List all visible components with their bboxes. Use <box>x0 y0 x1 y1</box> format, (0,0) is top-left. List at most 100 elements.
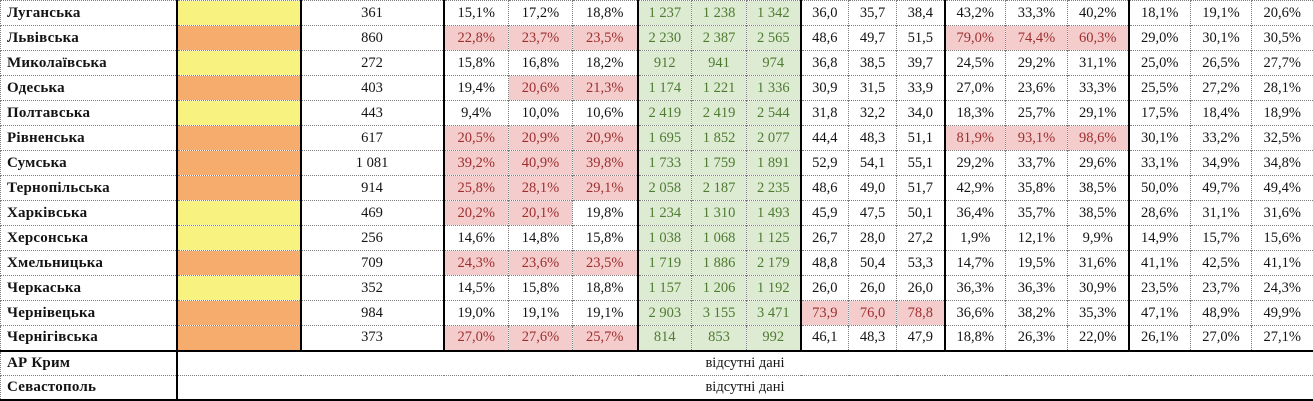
green-value: 2 544 <box>746 100 801 126</box>
green-value: 2 058 <box>636 175 692 201</box>
pct2-value: 93,1% <box>1005 125 1068 151</box>
region-name: Сумська <box>0 150 177 176</box>
pct2-value: 38,5% <box>1067 200 1129 226</box>
pct2-value: 36,3% <box>943 275 1006 301</box>
pct1-value: 19,0% <box>442 300 509 326</box>
dec-value: 47,5 <box>848 200 897 226</box>
region-name: Тернопільська <box>0 175 177 201</box>
green-value: 1 493 <box>746 200 801 226</box>
dec-value: 39,7 <box>896 50 945 76</box>
pct1-value: 20,9% <box>508 125 573 151</box>
region-name: Миколаївська <box>0 50 177 76</box>
green-value: 1 891 <box>746 150 801 176</box>
pct2-value: 29,2% <box>1005 50 1068 76</box>
pct3-value: 31,1% <box>1190 200 1252 226</box>
region-row: Черкаська 352 14,5% 15,8% 18,8% 1 157 1 206 1 1… <box>0 275 1313 301</box>
region-row: Львівська 860 22,8% 23,7% 23,5% 2 230 2 387 2 5… <box>0 25 1313 51</box>
region-color-swatch <box>175 75 301 101</box>
region-row: Одеська 403 19,4% 20,6% 21,3% 1 174 1 221 1 336… <box>0 75 1313 101</box>
pct2-value: 14,7% <box>943 250 1006 276</box>
pct3-value: 27,7% <box>1251 50 1313 76</box>
pct2-value: 74,4% <box>1005 25 1068 51</box>
total-value: 403 <box>299 75 444 101</box>
pct3-value: 34,8% <box>1251 150 1313 176</box>
pct1-value: 19,8% <box>572 200 638 226</box>
total-value: 373 <box>299 325 444 351</box>
green-value: 1 125 <box>746 225 801 251</box>
missing-data-cell: відсутні дані <box>175 349 1313 376</box>
region-name: Хмельницька <box>0 250 177 276</box>
pct1-value: 9,4% <box>442 100 509 126</box>
pct3-value: 23,7% <box>1190 275 1252 301</box>
region-color-swatch <box>175 50 301 76</box>
pct3-value: 42,5% <box>1190 250 1252 276</box>
pct2-value: 33,3% <box>1005 0 1068 26</box>
green-value: 1 886 <box>691 250 747 276</box>
region-row: Сумська 1 081 39,2% 40,9% 39,8% 1 733 1 759 1 8… <box>0 150 1313 176</box>
pct3-value: 34,9% <box>1190 150 1252 176</box>
pct1-value: 10,0% <box>508 100 573 126</box>
pct2-value: 26,3% <box>1005 325 1068 351</box>
region-color-swatch <box>175 250 301 276</box>
dec-value: 44,4 <box>799 125 849 151</box>
pct1-value: 14,6% <box>442 225 509 251</box>
region-color-swatch <box>175 200 301 226</box>
dec-value: 76,0 <box>848 300 897 326</box>
pct2-value: 35,7% <box>1005 200 1068 226</box>
dec-value: 33,9 <box>896 75 945 101</box>
pct3-value: 49,7% <box>1190 175 1252 201</box>
region-color-swatch <box>175 275 301 301</box>
pct3-value: 30,5% <box>1251 25 1313 51</box>
green-value: 1 221 <box>691 75 747 101</box>
pct2-value: 35,3% <box>1067 300 1129 326</box>
dec-value: 51,7 <box>896 175 945 201</box>
pct1-value: 24,3% <box>442 250 509 276</box>
pct3-value: 49,4% <box>1251 175 1313 201</box>
pct1-value: 18,8% <box>572 275 638 301</box>
total-value: 709 <box>299 250 444 276</box>
pct1-value: 20,9% <box>572 125 638 151</box>
pct1-value: 29,1% <box>572 175 638 201</box>
region-name: Рівненська <box>0 125 177 151</box>
pct1-value: 14,8% <box>508 225 573 251</box>
green-value: 2 419 <box>691 100 747 126</box>
total-value: 984 <box>299 300 444 326</box>
pct2-value: 33,3% <box>1067 75 1129 101</box>
dec-value: 28,0 <box>848 225 897 251</box>
pct3-value: 15,6% <box>1251 225 1313 251</box>
dec-value: 73,9 <box>799 300 849 326</box>
dec-value: 47,9 <box>896 325 945 351</box>
pct2-value: 36,6% <box>943 300 1006 326</box>
dec-value: 48,3 <box>848 325 897 351</box>
pct1-value: 25,7% <box>572 325 638 351</box>
green-value: 3 155 <box>691 300 747 326</box>
region-row: Рівненська 617 20,5% 20,9% 20,9% 1 695 1 852 2 … <box>0 125 1313 151</box>
pct1-value: 20,5% <box>442 125 509 151</box>
pct2-value: 40,2% <box>1067 0 1129 26</box>
region-row: Чернігівська 373 27,0% 27,6% 25,7% 814 853 992 4… <box>0 325 1313 351</box>
pct2-value: 60,3% <box>1067 25 1129 51</box>
total-value: 272 <box>299 50 444 76</box>
pct3-value: 30,1% <box>1127 125 1191 151</box>
dec-value: 48,6 <box>799 25 849 51</box>
pct2-value: 30,9% <box>1067 275 1129 301</box>
region-name: Луганська <box>0 0 177 26</box>
pct2-value: 18,8% <box>943 325 1006 351</box>
pct3-value: 31,6% <box>1251 200 1313 226</box>
pct3-value: 48,9% <box>1190 300 1252 326</box>
pct2-value: 12,1% <box>1005 225 1068 251</box>
green-value: 1 237 <box>636 0 692 26</box>
green-value: 1 206 <box>691 275 747 301</box>
region-name: АР Крим <box>0 349 177 376</box>
pct3-value: 28,6% <box>1127 200 1191 226</box>
pct3-value: 17,5% <box>1127 100 1191 126</box>
region-color-swatch <box>175 150 301 176</box>
green-value: 3 471 <box>746 300 801 326</box>
green-value: 912 <box>636 50 692 76</box>
pct2-value: 29,6% <box>1067 150 1129 176</box>
green-value: 2 077 <box>746 125 801 151</box>
pct2-value: 19,5% <box>1005 250 1068 276</box>
pct1-value: 19,4% <box>442 75 509 101</box>
